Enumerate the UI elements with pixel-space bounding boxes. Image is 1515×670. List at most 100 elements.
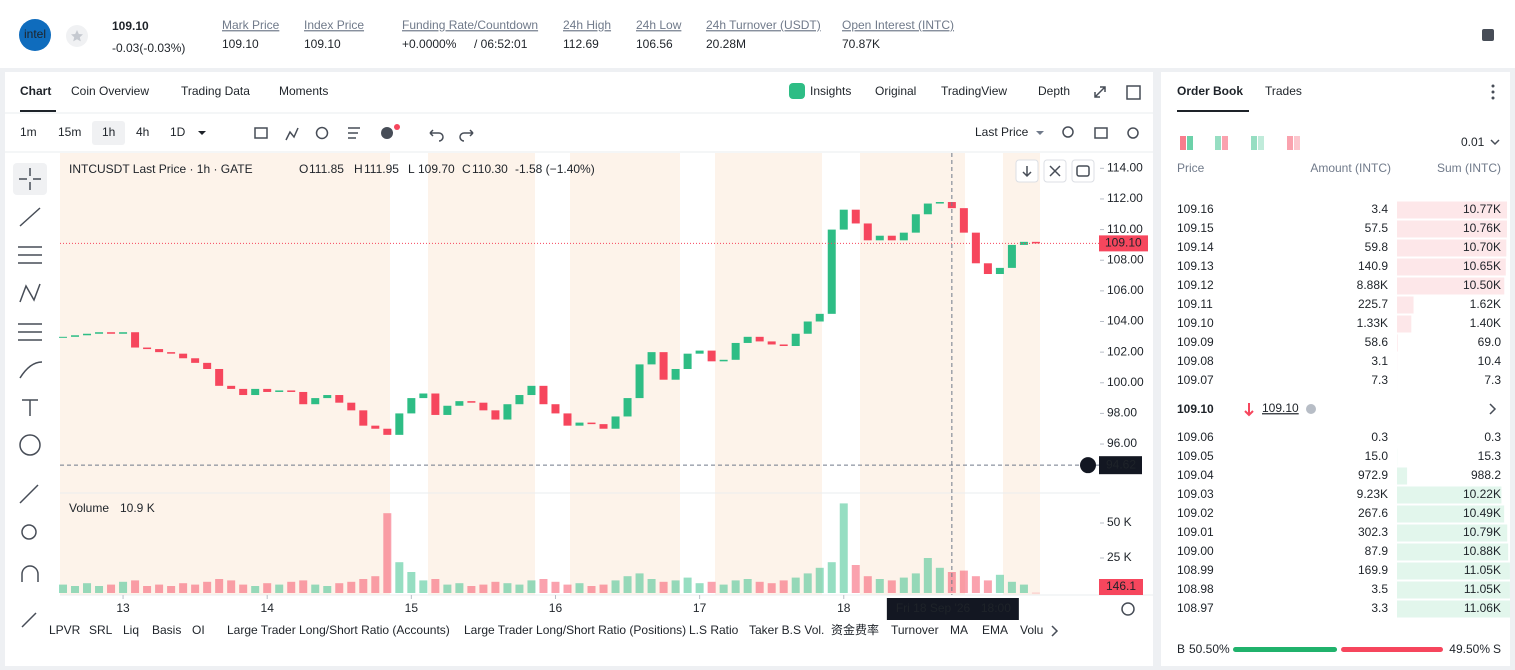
menu-icon[interactable] [1482,29,1494,41]
candle-body [419,393,428,399]
tick-size[interactable]: 0.01 [1461,135,1485,149]
indicator[interactable]: MA [950,623,968,637]
interval[interactable]: 1D [170,125,186,139]
ob-price: 109.02 [1177,506,1214,520]
price-type[interactable]: Last Price [975,125,1029,139]
volume-bar [563,584,572,593]
volume-bar [815,567,824,593]
indicator[interactable]: LPVR [49,623,81,637]
indicator[interactable]: EMA [982,623,1008,637]
ob-price: 109.13 [1177,259,1214,273]
stat-value: 109.10 [222,37,259,51]
candle-body [263,388,272,392]
indicator[interactable]: Turnover [891,623,939,637]
interval[interactable]: 1m [20,125,37,139]
indicator[interactable]: 资金费率 [831,622,879,637]
ob-price: 109.16 [1177,202,1214,216]
indicator[interactable]: Taker B.S Vol. [749,623,824,637]
volume-bar [503,583,512,593]
chart-buttons[interactable] [1015,159,1135,637]
ob-price: 109.15 [1177,221,1214,235]
x-tick-label: 18 [837,601,851,615]
view-tab[interactable]: Insights [810,84,851,98]
interval[interactable]: 15m [58,125,81,139]
indicator[interactable]: OI [192,623,205,637]
volume-label-box [1099,579,1143,595]
volume-bar [479,584,488,593]
ob-sum: 1.62K [1470,297,1501,311]
x-tick-label: 14 [261,601,275,615]
ob-price: 109.00 [1177,544,1214,558]
volume-bar [299,580,308,593]
indicator[interactable]: Large Trader Long/Short Ratio (Positions… [464,623,686,637]
ob-tab-underline [1177,110,1249,112]
stat-label: Funding Rate/Countdown [402,18,538,32]
volume-bar [995,574,1004,593]
candle-body [251,388,260,396]
ob-price: 109.14 [1177,240,1214,254]
depth-bar [1397,201,1508,219]
indicator[interactable]: Liq [123,623,139,637]
ob-tab[interactable]: Trades [1265,84,1302,98]
legend-value: 111.95 [364,162,399,176]
candle-body [227,385,236,389]
legend-value: 110.30 [472,162,508,176]
chart-legend-title: INTCUSDT Last Price · 1h · GATE [69,162,253,176]
ob-sum: 10.4 [1478,354,1502,368]
indicator[interactable]: Large Trader Long/Short Ratio (Accounts) [227,623,450,637]
crosshair-add[interactable] [1080,457,1096,474]
ob-amount: 7.3 [1371,373,1388,387]
candle-body [887,235,896,241]
candle-body [1007,244,1016,268]
candle-body [395,413,404,435]
candle-body [767,341,776,345]
indicator[interactable]: Basis [152,623,181,637]
volume-bar [239,584,248,593]
volume-bar [467,586,476,593]
dropdown-icon[interactable] [198,131,206,135]
tab[interactable]: Chart [20,84,51,98]
volume-bar [743,579,752,593]
stat-value: 106.56 [636,37,673,51]
volume-bar [611,580,620,593]
indicator[interactable]: Volu [1020,623,1043,637]
tab[interactable]: Trading Data [181,84,250,98]
tab[interactable]: Coin Overview [71,84,149,98]
ob-sum: 1.40K [1470,316,1501,330]
legend-key: H [354,162,363,176]
volume-bar [911,573,920,593]
ob-sum: 10.50K [1463,278,1501,292]
candle-body [1031,241,1040,244]
indicator[interactable]: L.S Ratio [689,623,739,637]
volume-bar [623,576,632,593]
candle-body [827,229,836,314]
ob-tab[interactable]: Order Book [1177,84,1243,98]
candle-body [527,385,536,396]
volume-bar [635,573,644,593]
stat-label: 24h High [563,18,611,32]
ob-price: 109.03 [1177,487,1214,501]
volume-bar [395,562,404,593]
ob-amount: 87.9 [1365,544,1389,558]
candle-body [683,353,692,369]
x-tick-label: 17 [693,601,707,615]
interval[interactable]: 4h [136,125,149,139]
ob-price: 108.97 [1177,601,1214,615]
volume-bar [371,576,380,593]
depth-bar [1397,296,1414,314]
view-tab[interactable]: Depth [1038,84,1070,98]
ob-sum: 7.3 [1484,373,1501,387]
indicator[interactable]: SRL [89,623,113,637]
order-book-icons [1180,84,1500,415]
tab-underline [20,110,56,112]
crosshair-date: Fri 18 Sep '26 [896,601,971,615]
volume-bar [335,583,344,593]
view-tab[interactable]: TradingView [941,84,1007,98]
tab[interactable]: Moments [279,84,328,98]
legend-value: 111.85 [309,162,344,176]
view-tab[interactable]: Original [875,84,916,98]
volume-bar [107,584,116,593]
interval[interactable]: 1h [102,125,115,139]
ob-amount: 9.23K [1357,487,1388,501]
volume-bar [671,580,680,593]
